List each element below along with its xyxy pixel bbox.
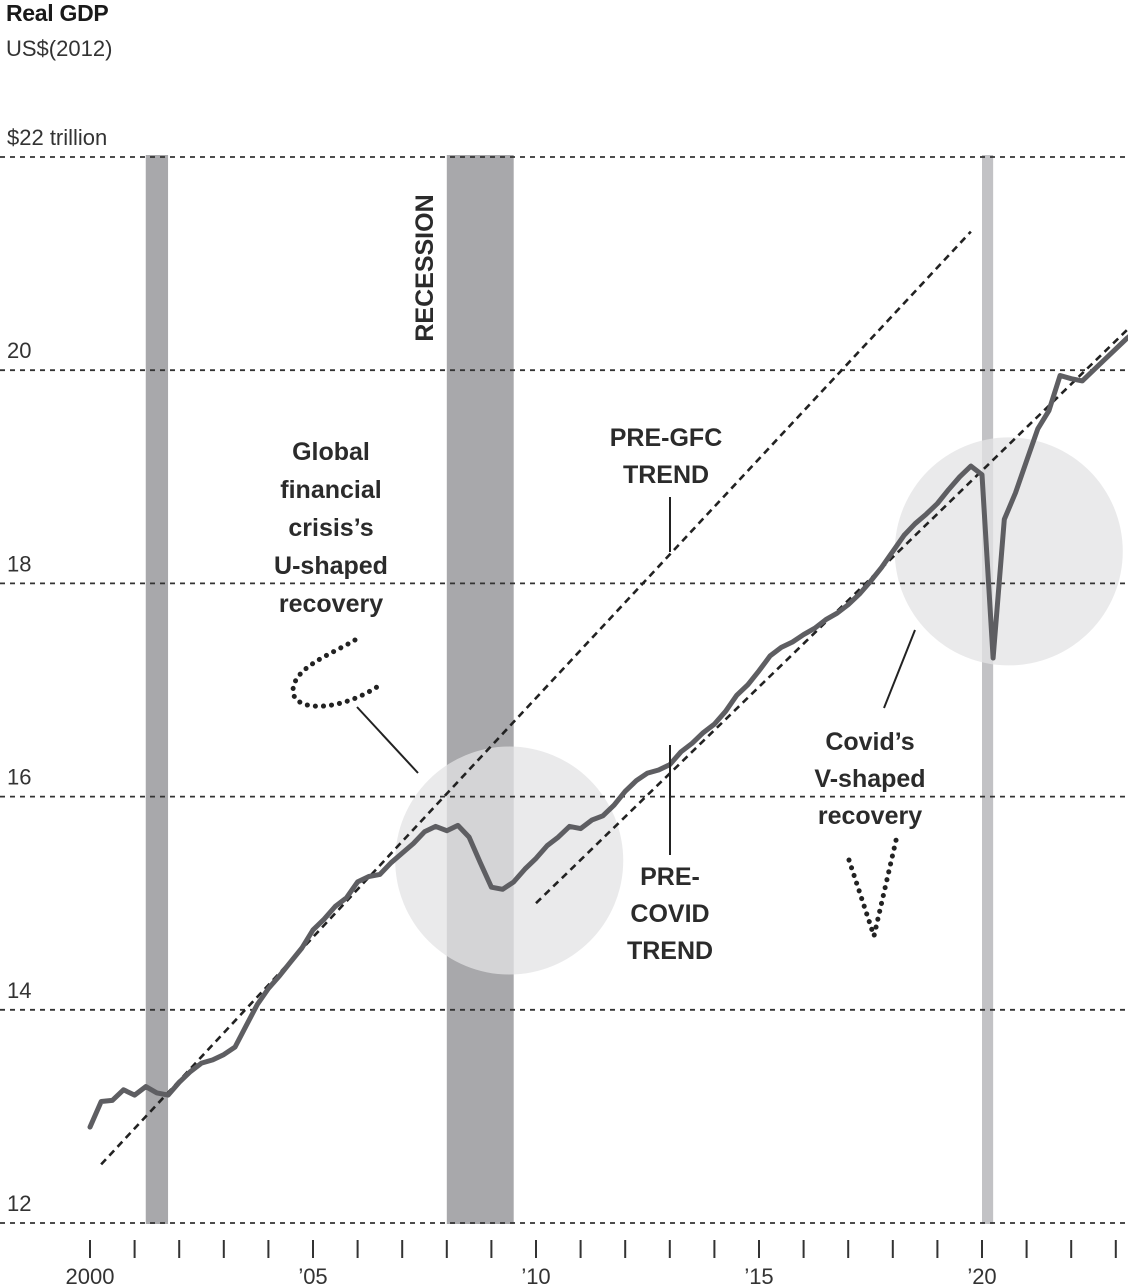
gfc-annotation: Global financial crisis’s U-shaped recovery: [274, 438, 388, 618]
pre-gfc-annotation-line: PRE-GFC: [610, 424, 723, 452]
gfc-annotation-line: U-shaped: [274, 552, 388, 580]
gfc-recovery-circle: [395, 746, 624, 975]
y-tick-label: 20: [7, 338, 31, 363]
gfc-annotation-line: financial: [280, 476, 381, 504]
pre-covid-annotation-line: PRE-: [640, 863, 700, 891]
pre-covid-annotation-line: TREND: [627, 937, 713, 965]
gfc-annotation-line: crisis’s: [288, 514, 373, 542]
recession-bands: [145, 155, 994, 1224]
y-tick-label: 16: [7, 765, 31, 790]
gfc-annotation-line: Global: [292, 438, 370, 466]
annotation-leaders: [290, 497, 916, 939]
y-tick-label: 12: [7, 1191, 31, 1216]
covid-recovery-circle: [894, 437, 1123, 666]
grid-lines: [0, 156, 1128, 1224]
gfc-leader-line: [356, 706, 419, 774]
covid-annotation-line: V-shaped: [814, 765, 925, 793]
covid-leader-line: [883, 629, 916, 709]
x-tick-label: ’15: [744, 1264, 773, 1287]
x-tick-label: ’10: [521, 1264, 550, 1287]
recession-label: RECESSION: [411, 194, 439, 341]
recession-band: [145, 155, 169, 1224]
gfc-annotation-line: recovery: [279, 590, 383, 618]
series-lines: [87, 334, 1128, 1130]
pre-covid-annotation: PRE- COVID TREND: [627, 863, 713, 965]
pre-gfc-annotation: PRE-GFC TREND: [610, 424, 723, 489]
x-tick-label: ’05: [298, 1264, 327, 1287]
annotations: Global financial crisis’s U-shaped recovery P…: [274, 194, 926, 965]
y-tick-label: 14: [7, 978, 31, 1003]
x-tick-label: 2000: [66, 1264, 115, 1287]
y-tick-label: 18: [7, 551, 31, 576]
v-shape-dots: [846, 833, 900, 939]
covid-annotation-line: recovery: [818, 802, 922, 830]
chart-subtitle: US$(2012): [6, 36, 113, 61]
recession-band: [446, 155, 514, 1224]
highlight-circles: [395, 437, 1123, 975]
x-ticks: 2000 ’05 ’10 ’15 ’20: [66, 1240, 1117, 1287]
recession-band: [982, 155, 994, 1224]
chart-title: Real GDP: [6, 0, 109, 26]
y-tick-labels: $22 trillion 20 18 16 14 12: [7, 125, 107, 1216]
pre-gfc-trend-line: [100, 230, 972, 1166]
u-shape-dots: [290, 637, 383, 709]
trend-lines: [100, 230, 1128, 1166]
covid-annotation-line: Covid’s: [825, 728, 914, 756]
pre-covid-annotation-line: COVID: [630, 900, 709, 928]
y-tick-label: $22 trillion: [7, 125, 107, 150]
covid-annotation: Covid’s V-shaped recovery: [814, 728, 925, 830]
x-tick-label: ’20: [967, 1264, 996, 1287]
pre-gfc-annotation-line: TREND: [623, 461, 709, 489]
gdp-series-line: [87, 334, 1128, 1130]
